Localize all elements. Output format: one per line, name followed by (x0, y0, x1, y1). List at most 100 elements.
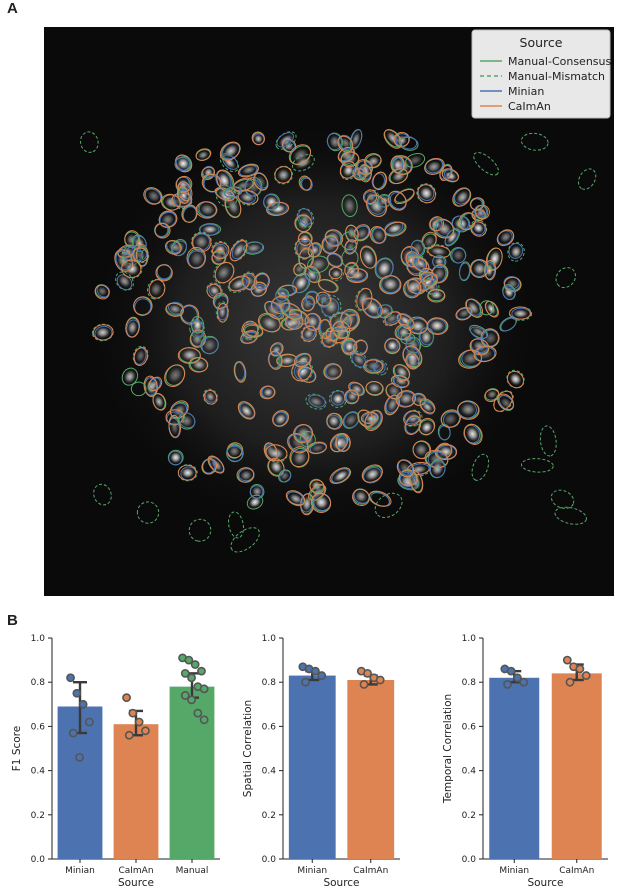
contour-caiman (326, 252, 344, 268)
y-tick-label: 0.0 (31, 855, 46, 865)
contour-caiman (164, 364, 186, 388)
cell-body (196, 150, 210, 160)
cell-body (179, 413, 194, 429)
cell-body (428, 318, 447, 333)
cell-body (361, 248, 376, 268)
contour-caiman (133, 346, 148, 366)
contour-minian (365, 358, 383, 372)
contour-minian (375, 258, 394, 279)
contour-minian (350, 129, 363, 149)
data-point (85, 717, 94, 727)
data-point (128, 708, 138, 718)
contour-caiman (365, 381, 384, 396)
data-point (575, 664, 585, 674)
cell-body (511, 308, 530, 319)
y-tick-label: 0.0 (462, 855, 477, 865)
contour-manual-consensus (190, 315, 205, 334)
contour-minian (242, 331, 258, 345)
data-point (519, 677, 529, 687)
contour-caiman (484, 388, 500, 402)
cell-body (180, 466, 196, 480)
contour-caiman (379, 275, 402, 295)
panel-label-b: B (7, 612, 18, 629)
contour-manual-mismatch (215, 185, 238, 208)
y-axis-label: Spatial Correlation (242, 700, 254, 797)
contour-caiman (497, 393, 515, 411)
data-point (187, 673, 196, 683)
y-tick-label: 0.2 (31, 811, 45, 821)
contour-manual-mismatch (473, 152, 499, 176)
contour-caiman (469, 338, 490, 356)
data-point (180, 668, 190, 678)
data-point (72, 688, 82, 698)
contour-minian (330, 312, 350, 331)
contour-caiman (455, 307, 473, 321)
contour-caiman (152, 393, 167, 411)
cell-body (398, 314, 413, 327)
x-tick-label: CaImAn (118, 866, 153, 876)
contour-caiman (362, 189, 378, 205)
contour-caiman (485, 247, 503, 271)
contour-caiman (366, 194, 388, 217)
y-tick-label: 0.8 (262, 678, 277, 688)
cell-body (376, 259, 393, 278)
contour-caiman (352, 168, 367, 181)
contour-caiman (353, 339, 368, 356)
contour-caiman (424, 157, 445, 175)
contour-caiman (441, 168, 460, 182)
bar (113, 724, 159, 859)
contour-caiman (393, 131, 410, 147)
y-tick-label: 0.0 (262, 855, 277, 865)
contour-caiman (368, 490, 392, 507)
contour-caiman (352, 488, 370, 506)
data-point (68, 728, 78, 738)
y-axis-label: Temporal Correlation (442, 694, 454, 804)
contour-caiman (372, 171, 388, 191)
contour-minian (301, 177, 313, 191)
contour-caiman (323, 363, 342, 380)
cell-body (367, 382, 382, 394)
data-point (317, 671, 327, 680)
cell-body (465, 425, 481, 443)
contour-minian (226, 445, 243, 462)
contour-caiman (265, 444, 288, 462)
contour-minian (399, 471, 417, 487)
contour-caiman (280, 302, 303, 320)
cell-body (451, 248, 466, 263)
contour-minian (201, 336, 219, 355)
data-point (124, 730, 134, 740)
cell-body (238, 469, 254, 482)
cell-body (260, 315, 280, 332)
cell-body (363, 466, 382, 482)
contour-caiman (496, 229, 515, 247)
cell-body (169, 450, 183, 465)
contour-minian (178, 412, 196, 429)
cell-body (413, 442, 429, 458)
y-tick-label: 1.0 (462, 634, 477, 644)
contour-caiman (229, 239, 248, 262)
contour-caiman (363, 359, 384, 374)
cell-body (486, 389, 499, 400)
contour-manual-mismatch (79, 131, 99, 153)
contour-caiman (212, 292, 229, 309)
cell-body (276, 168, 291, 183)
contour-manual-mismatch (136, 501, 160, 524)
contour-caiman (356, 287, 373, 311)
legend-item-mismatch: Manual-Mismatch (480, 70, 605, 83)
contour-minian (410, 240, 425, 256)
cell-body (381, 276, 400, 293)
contour-caiman (339, 160, 357, 179)
cell-body (238, 191, 256, 204)
cell-body (146, 188, 162, 204)
contour-caiman (384, 338, 401, 355)
contour-minian (502, 285, 516, 300)
cell-body (134, 348, 147, 364)
contour-caiman (253, 273, 270, 291)
cell-body (331, 435, 347, 451)
contour-minian (373, 361, 386, 374)
contour-caiman (361, 464, 383, 483)
cell-body (368, 196, 386, 216)
contour-caiman (383, 129, 402, 149)
contour-caiman (344, 389, 359, 405)
contour-manual-consensus (469, 324, 489, 339)
